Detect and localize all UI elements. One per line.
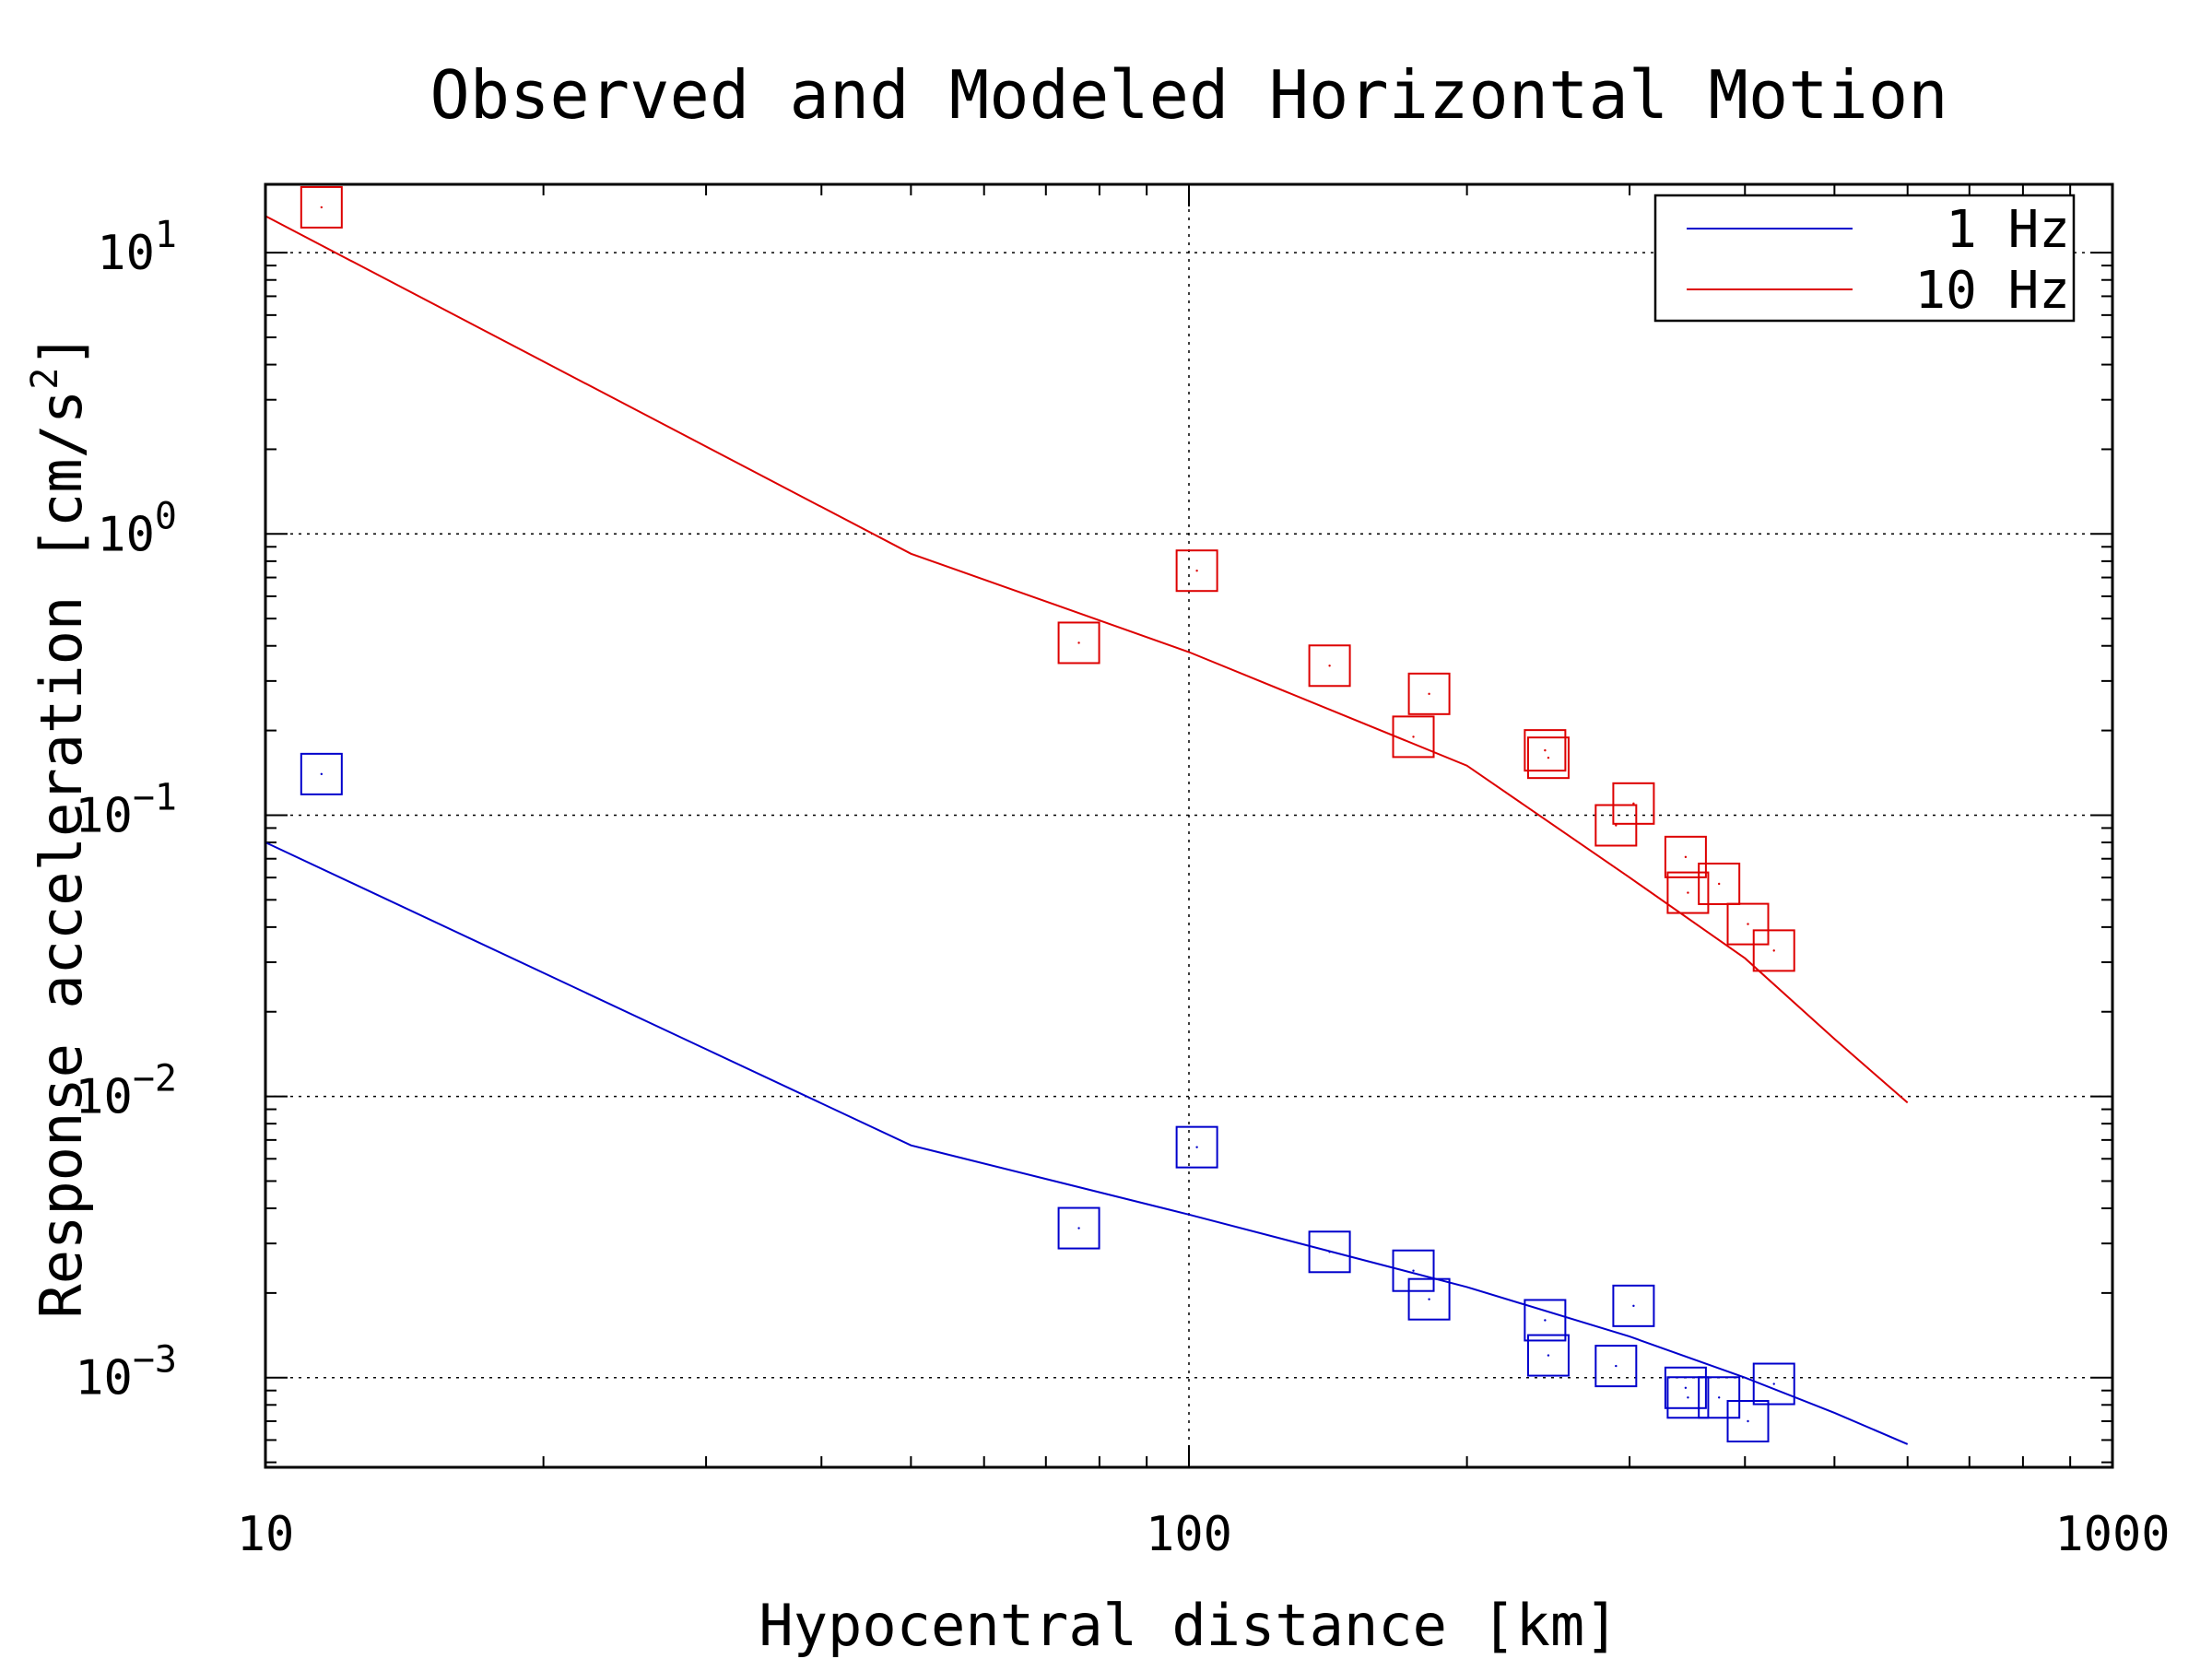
series-1hz [265, 752, 1909, 1445]
observed-point-center [1747, 1419, 1749, 1423]
observed-point [1752, 1362, 1795, 1406]
y-tick-label: 101 [97, 214, 177, 281]
observed-point [1666, 1376, 1710, 1419]
observed-point-center [1687, 891, 1689, 894]
x-tick-label: 10 [237, 1507, 295, 1562]
observed-point [1308, 1230, 1351, 1274]
observed-point [1594, 804, 1638, 847]
observed-point-center [1412, 1269, 1415, 1272]
observed-point-center [1747, 923, 1749, 925]
observed-point-center [1428, 692, 1430, 696]
observed-point-center [1195, 570, 1198, 572]
observed-point-center [1772, 1382, 1775, 1385]
observed-point-center [1684, 1386, 1688, 1389]
y-tick-labels: 101 100 10−1 10−2 10−3 [75, 214, 177, 1406]
observed-point-center [1077, 1227, 1080, 1230]
observed-point-center [1687, 1396, 1689, 1399]
y-axis-label-main: Response acceleration [cm/s [28, 390, 95, 1319]
observed-point-center [1544, 748, 1547, 752]
observed-point-center [1195, 1146, 1198, 1148]
observed-point-center [1328, 1251, 1331, 1253]
observed-point [1726, 902, 1770, 946]
observed-point [1526, 1334, 1570, 1377]
observed-point [1392, 1249, 1435, 1292]
x-tick-label: 100 [1146, 1507, 1232, 1562]
observed-point [1057, 621, 1100, 665]
observed-point [1594, 1345, 1638, 1388]
observed-point [1612, 782, 1655, 825]
observed-point [1308, 644, 1351, 688]
grid [265, 184, 2112, 1467]
observed-point [1698, 1376, 1741, 1419]
observed-point-center [1772, 949, 1775, 952]
observed-point-center [1412, 735, 1415, 738]
observed-point-center [1547, 756, 1550, 759]
plot-frame [264, 182, 2114, 1469]
observed-point-center [1632, 1304, 1635, 1308]
legend-label-10hz: 10 Hz [1914, 261, 2070, 321]
observed-point-center [1544, 1319, 1547, 1322]
x-tick-labels: 10 100 1000 [237, 1507, 2171, 1562]
observed-point [1524, 1299, 1567, 1342]
y-tick-label: 10−3 [75, 1339, 177, 1406]
model-line [265, 215, 1909, 1104]
observed-point-center [1717, 1396, 1721, 1399]
legend: 1 Hz 10 Hz [1653, 194, 2076, 323]
series-10hz [265, 185, 1909, 1104]
observed-point-center [1615, 1364, 1618, 1368]
observed-point-center [1717, 882, 1721, 886]
legend-label-1hz: 1 Hz [1946, 200, 2070, 260]
observed-point-center [1077, 641, 1080, 644]
observed-point [1175, 549, 1218, 593]
observed-point [300, 752, 343, 795]
observed-point [1664, 835, 1707, 878]
observed-point [1666, 871, 1710, 914]
chart-title: Observed and Modeled Horizontal Motion [429, 56, 1947, 134]
y-tick-label: 10−2 [75, 1058, 177, 1125]
observed-point [1392, 715, 1435, 759]
observed-point-center [1328, 665, 1331, 667]
observed-point [1726, 1400, 1770, 1443]
observed-point [1057, 1206, 1100, 1250]
series-layer [265, 185, 1909, 1445]
observed-point-center [1428, 1298, 1430, 1300]
y-axis-label: Response acceleration [cm/s2] [24, 333, 95, 1318]
observed-point-center [320, 206, 324, 209]
y-tick-label: 100 [97, 495, 177, 562]
y-tick-label: 10−1 [75, 776, 177, 843]
model-line [265, 841, 1909, 1445]
observed-point [300, 185, 343, 229]
x-axis-label: Hypocentral distance [km] [759, 1592, 1618, 1659]
observed-point-center [1547, 1354, 1550, 1357]
observed-point [1407, 1277, 1451, 1321]
observed-point [1752, 929, 1795, 972]
observed-point [1698, 862, 1741, 905]
observed-point [1612, 1284, 1655, 1327]
y-axis-label-end: ] [28, 333, 95, 367]
observed-point [1175, 1125, 1218, 1169]
observed-point [1526, 736, 1570, 780]
observed-point-center [1684, 855, 1688, 859]
observed-point [1407, 672, 1451, 715]
observed-point-center [1615, 824, 1618, 827]
observed-point-center [1632, 802, 1635, 806]
observed-point [1664, 1366, 1707, 1409]
y-axis-label-superscript: 2 [24, 368, 66, 390]
observed-point [1524, 729, 1567, 772]
observed-point-center [320, 772, 324, 776]
x-tick-label: 1000 [2054, 1507, 2170, 1562]
legend-box [1653, 194, 2076, 323]
